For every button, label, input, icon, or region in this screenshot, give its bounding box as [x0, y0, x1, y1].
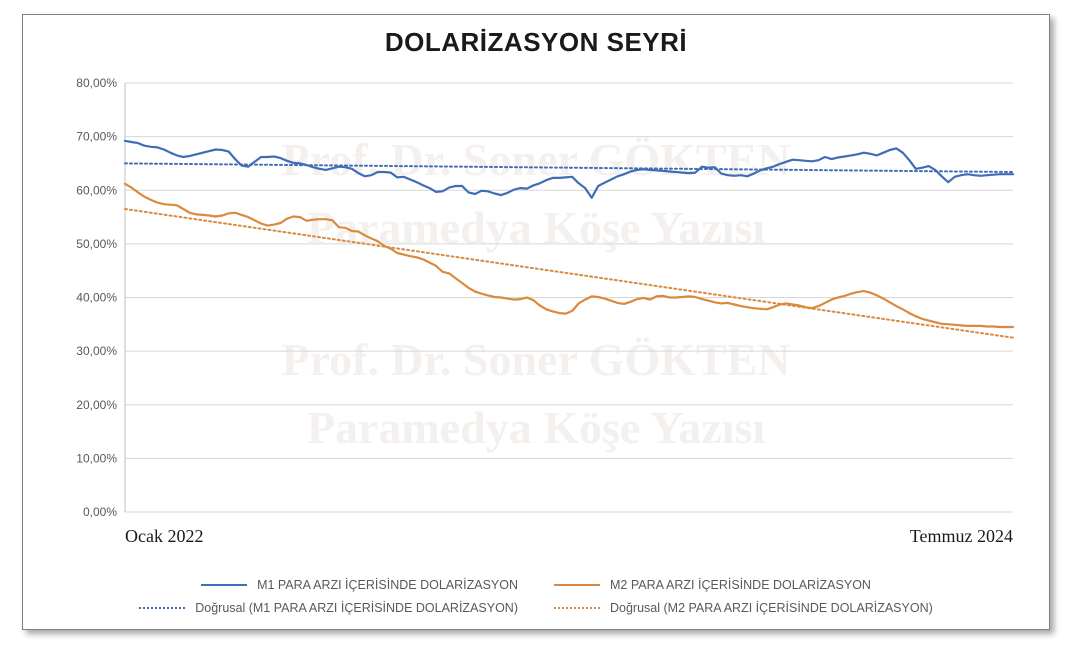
svg-text:60,00%: 60,00%	[76, 183, 117, 197]
legend-label: M2 PARA ARZI İÇERİSİNDE DOLARİZASYON	[610, 574, 871, 597]
x-axis-end-label: Temmuz 2024	[910, 526, 1013, 547]
legend-swatch	[554, 584, 600, 586]
legend: M1 PARA ARZI İÇERİSİNDE DOLARİZASYON M2 P…	[23, 574, 1049, 619]
legend-swatch	[554, 607, 600, 609]
svg-text:10,00%: 10,00%	[76, 451, 117, 465]
chart-title: DOLARİZASYON SEYRİ	[23, 27, 1049, 58]
svg-text:0,00%: 0,00%	[83, 505, 117, 519]
legend-swatch	[201, 584, 247, 586]
svg-text:30,00%: 30,00%	[76, 344, 117, 358]
svg-text:80,00%: 80,00%	[76, 76, 117, 90]
svg-text:70,00%: 70,00%	[76, 130, 117, 144]
legend-label: Doğrusal (M2 PARA ARZI İÇERİSİNDE DOLARİ…	[610, 597, 933, 620]
chart-card: DOLARİZASYON SEYRİ Prof. Dr. Soner GÖKTE…	[22, 14, 1050, 630]
legend-item: Doğrusal (M2 PARA ARZI İÇERİSİNDE DOLARİ…	[554, 597, 933, 620]
legend-item: Doğrusal (M1 PARA ARZI İÇERİSİNDE DOLARİ…	[139, 597, 518, 620]
legend-item: M2 PARA ARZI İÇERİSİNDE DOLARİZASYON	[554, 574, 871, 597]
page: DOLARİZASYON SEYRİ Prof. Dr. Soner GÖKTE…	[0, 0, 1068, 648]
chart-svg: 0,00% 10,00% 20,00% 30,00% 40,00% 50,00% 60,00…	[53, 75, 1023, 520]
chart-area: 0,00% 10,00% 20,00% 30,00% 40,00% 50,00% 60,00…	[53, 75, 1023, 520]
svg-text:20,00%: 20,00%	[76, 398, 117, 412]
legend-swatch	[139, 607, 185, 609]
legend-row: M1 PARA ARZI İÇERİSİNDE DOLARİZASYON M2 P…	[23, 574, 1049, 597]
legend-label: Doğrusal (M1 PARA ARZI İÇERİSİNDE DOLARİ…	[195, 597, 518, 620]
legend-label: M1 PARA ARZI İÇERİSİNDE DOLARİZASYON	[257, 574, 518, 597]
svg-text:40,00%: 40,00%	[76, 291, 117, 305]
legend-row: Doğrusal (M1 PARA ARZI İÇERİSİNDE DOLARİ…	[23, 597, 1049, 620]
x-axis-labels: Ocak 2022 Temmuz 2024	[53, 526, 1023, 550]
x-axis-start-label: Ocak 2022	[125, 526, 203, 547]
svg-text:50,00%: 50,00%	[76, 237, 117, 251]
legend-item: M1 PARA ARZI İÇERİSİNDE DOLARİZASYON	[201, 574, 518, 597]
